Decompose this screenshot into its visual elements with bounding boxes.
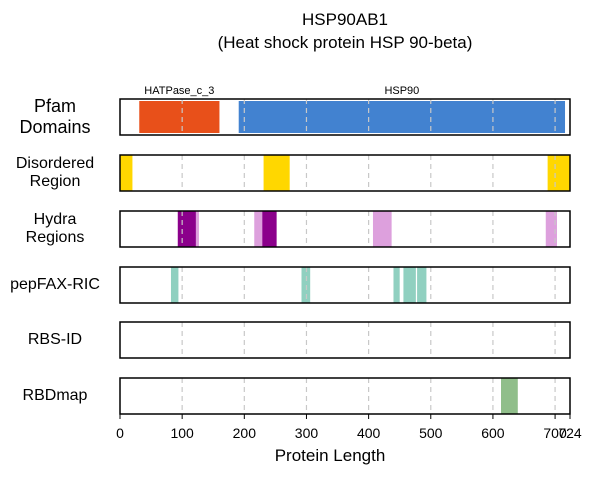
x-axis-label: Protein Length: [275, 446, 386, 465]
track-segment: [263, 155, 290, 191]
track-label-line: RBDmap: [22, 386, 88, 404]
track-label-line: Region: [29, 172, 81, 190]
track-segment: [170, 267, 179, 303]
track-label: pepFAX-RIC: [0, 276, 110, 294]
track-label-line: Domains: [19, 116, 91, 137]
track-segment: [139, 101, 220, 133]
track-segment: [417, 267, 427, 303]
track-frame: [119, 210, 571, 248]
track-segment: [262, 211, 277, 247]
track-segment: [120, 155, 133, 191]
x-tick-label: 0: [116, 425, 124, 441]
x-tick-label: 400: [357, 425, 381, 441]
track-frame: [119, 377, 571, 415]
track-segment: [177, 211, 196, 247]
track-label: Pfam Domains: [0, 96, 110, 137]
track-label-line: pepFAX-RIC: [10, 275, 100, 293]
x-tick-label: 100: [170, 425, 194, 441]
track-segment: [545, 211, 557, 247]
chart-title: HSP90AB1: [302, 10, 388, 29]
track-label: RBDmap: [0, 387, 110, 405]
track-segment: [238, 101, 566, 133]
domain-label: HATPase_c_3: [144, 85, 214, 97]
track-segment: [254, 211, 263, 247]
x-tick-label: 500: [419, 425, 443, 441]
track-frame: [119, 266, 571, 304]
track-label: Hydra Regions: [0, 211, 110, 248]
track-label: RBS-ID: [0, 331, 110, 349]
x-tick-label: 724: [558, 425, 582, 441]
track-label-line: Disordered: [15, 154, 95, 172]
track-segment: [501, 378, 518, 414]
chart-subtitle: (Heat shock protein HSP 90-beta): [217, 33, 473, 52]
track-segment: [403, 267, 416, 303]
track-label-line: Hydra: [33, 210, 77, 228]
track-frame: [119, 321, 571, 359]
track-label-line: Regions: [25, 228, 85, 246]
track-label-line: Pfam: [33, 96, 76, 117]
x-tick-label: 700: [543, 425, 567, 441]
track-segment: [547, 155, 570, 191]
track-segment: [372, 211, 392, 247]
track-label-line: RBS-ID: [27, 330, 83, 348]
x-tick-label: 300: [295, 425, 319, 441]
track-frame: [119, 154, 571, 192]
domain-label: HSP90: [384, 85, 419, 97]
track-frame: [119, 98, 571, 136]
x-tick-label: 600: [481, 425, 505, 441]
track-segment: [393, 267, 400, 303]
track-segment: [301, 267, 311, 303]
x-tick-label: 200: [233, 425, 257, 441]
track-label: Disordered Region: [0, 155, 110, 192]
